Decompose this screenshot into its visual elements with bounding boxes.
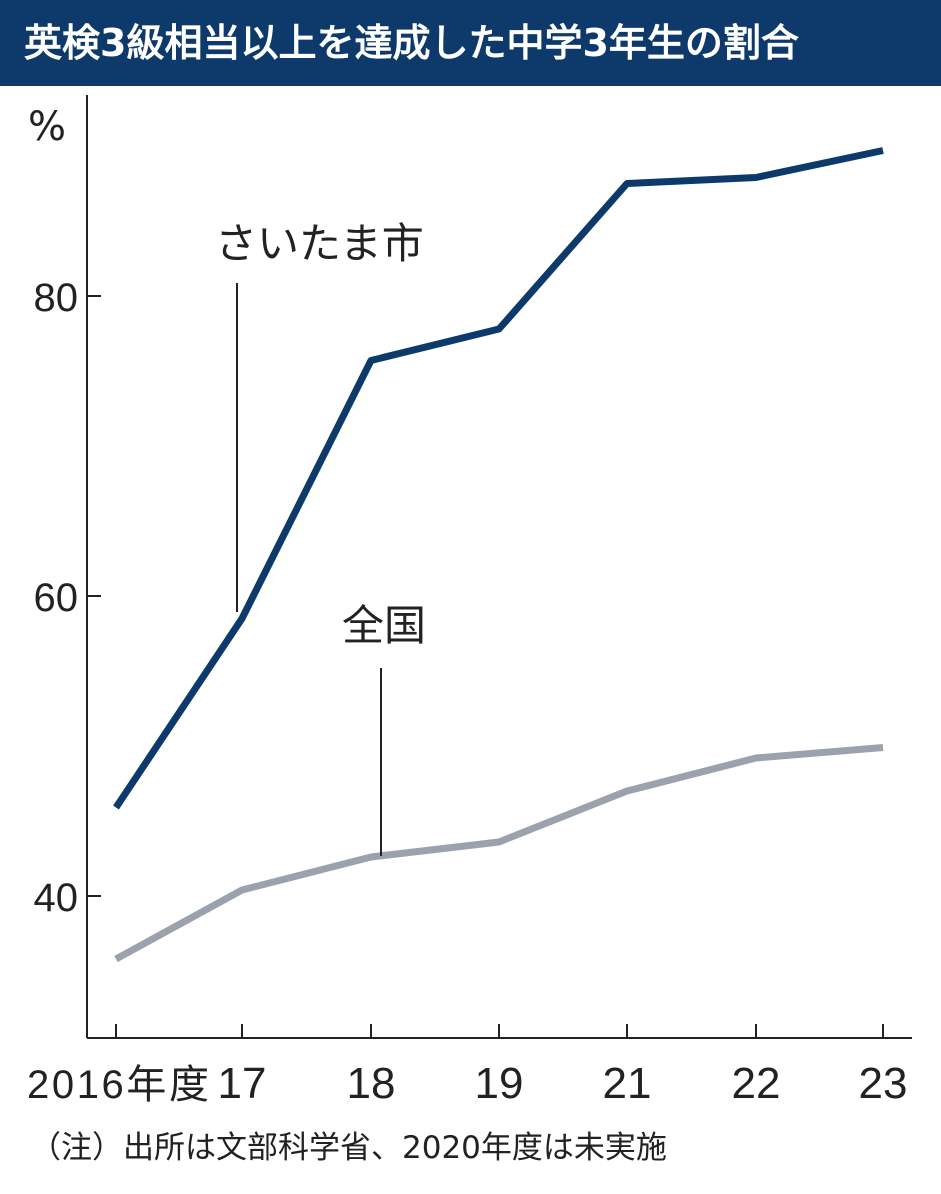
- y-tick-label: 80: [34, 276, 79, 320]
- x-tick-label: 18: [347, 1059, 396, 1108]
- x-tick-label: 17: [218, 1059, 267, 1108]
- y-tick-label: 40: [34, 876, 79, 920]
- series-label: 全国: [342, 601, 426, 650]
- y-axis-unit: %: [28, 104, 66, 150]
- x-tick-label: 21: [603, 1059, 652, 1108]
- series-line-saitama: [113, 147, 884, 810]
- x-tick-label: 23: [859, 1059, 908, 1108]
- y-tick-label: 60: [34, 576, 79, 620]
- series-line-national: [114, 744, 884, 963]
- chart-title: 英検3級相当以上を達成した中学3年生の割合: [0, 0, 941, 86]
- x-tick-label: 22: [732, 1059, 781, 1108]
- source-note: （注）出所は文部科学省、2020年度は未実施: [30, 1130, 667, 1166]
- x-tick-label: 2016年度: [27, 1063, 209, 1107]
- series-label: さいたま市: [215, 219, 424, 268]
- x-tick-label: 19: [475, 1059, 524, 1108]
